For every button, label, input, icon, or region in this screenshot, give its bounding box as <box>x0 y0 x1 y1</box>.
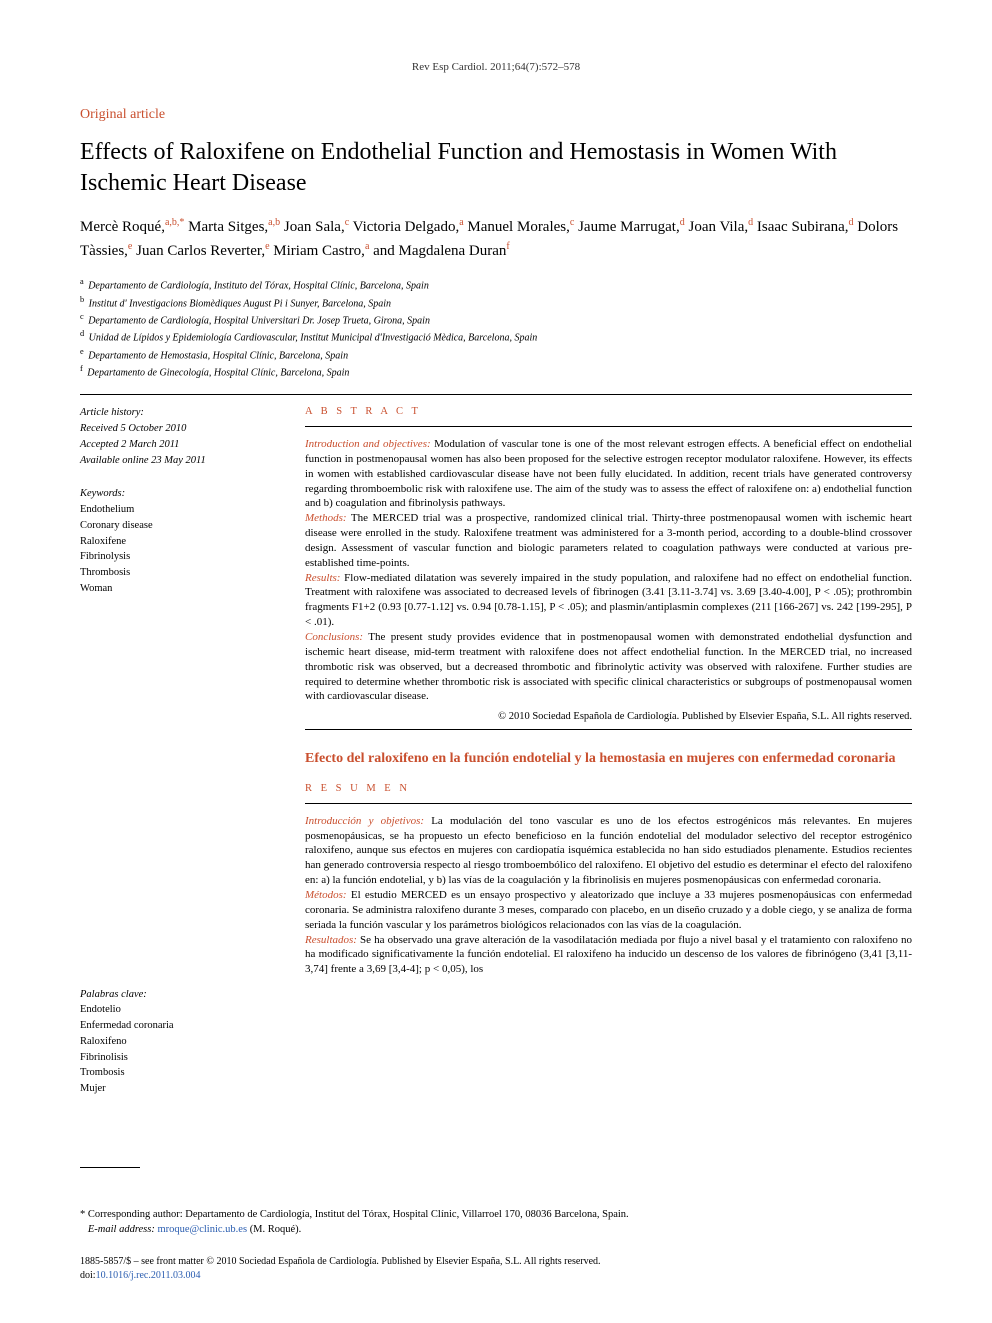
corresponding-author: * Corresponding author: Departamento de … <box>80 1208 912 1237</box>
article-title: Effects of Raloxifene on Endothelial Fun… <box>80 137 912 199</box>
affiliation-item: a Departamento de Cardiología, Instituto… <box>80 276 912 293</box>
keyword-item: Endotelio <box>80 1002 275 1018</box>
affiliation-item: e Departamento de Hemostasia, Hospital C… <box>80 346 912 363</box>
corresponding-text: Corresponding author: Departamento de Ca… <box>85 1209 628 1220</box>
abstract: A B S T R A C T Introduction and objecti… <box>305 405 912 730</box>
keyword-item: Coronary disease <box>80 518 275 534</box>
keyword-item: Woman <box>80 581 275 597</box>
keywords-en: Keywords: EndotheliumCoronary diseaseRal… <box>80 486 275 596</box>
resumen-methods-lead: Métodos: <box>305 889 347 901</box>
keyword-item: Raloxifene <box>80 534 275 550</box>
abstract-copyright: © 2010 Sociedad Española de Cardiología.… <box>305 710 912 725</box>
resumen-results-lead: Resultados: <box>305 934 357 946</box>
corresponding-email-link[interactable]: mroque@clinic.ub.es <box>157 1224 247 1235</box>
keyword-item: Thrombosis <box>80 565 275 581</box>
journal-reference: Rev Esp Cardiol. 2011;64(7):572–578 <box>80 60 912 75</box>
keywords-es: Palabras clave: EndotelioEnfermedad coro… <box>80 987 275 1097</box>
keyword-item: Enfermedad coronaria <box>80 1018 275 1034</box>
keywords-heading: Keywords: <box>80 486 275 502</box>
abstract-conclusions: The present study provides evidence that… <box>305 631 912 702</box>
doi-link[interactable]: 10.1016/j.rec.2011.03.004 <box>96 1270 201 1281</box>
affiliation-item: c Departamento de Cardiología, Hospital … <box>80 311 912 328</box>
keywords-heading-es: Palabras clave: <box>80 987 275 1003</box>
abstract-intro-lead: Introduction and objectives: <box>305 438 431 450</box>
abstract-methods: The MERCED trial was a prospective, rand… <box>305 512 912 569</box>
article-type: Original article <box>80 105 912 125</box>
footnote-rule <box>80 1167 140 1168</box>
keyword-item: Endothelium <box>80 502 275 518</box>
affiliation-item: d Unidad de Lípidos y Epidemiología Card… <box>80 328 912 345</box>
keyword-item: Fibrinolysis <box>80 549 275 565</box>
email-label: E-mail address: <box>88 1224 158 1235</box>
affiliation-item: f Departamento de Ginecología, Hospital … <box>80 363 912 380</box>
history-online: Available online 23 May 2011 <box>80 453 275 469</box>
article-history: Article history: Received 5 October 2010… <box>80 405 275 468</box>
abstract-conclusions-lead: Conclusions: <box>305 631 363 643</box>
history-received: Received 5 October 2010 <box>80 421 275 437</box>
spanish-title: Efecto del raloxifeno en la función endo… <box>305 750 912 768</box>
abstract-methods-lead: Methods: <box>305 512 347 524</box>
keyword-item: Mujer <box>80 1081 275 1097</box>
issn-block: 1885-5857/$ – see front matter © 2010 So… <box>80 1255 912 1283</box>
corresponding-email-suffix: (M. Roqué). <box>247 1224 301 1235</box>
affiliations: a Departamento de Cardiología, Instituto… <box>80 276 912 380</box>
keyword-item: Raloxifeno <box>80 1034 275 1050</box>
resumen-intro-lead: Introducción y objetivos: <box>305 815 424 827</box>
keyword-item: Trombosis <box>80 1065 275 1081</box>
affiliation-item: b Institut d' Investigacions Biomèdiques… <box>80 294 912 311</box>
resumen: R E S U M E N Introducción y objetivos: … <box>305 782 912 977</box>
issn-text: 1885-5857/$ – see front matter © 2010 So… <box>80 1256 601 1267</box>
history-heading: Article history: <box>80 405 275 421</box>
abstract-results-lead: Results: <box>305 572 340 584</box>
abstract-results: Flow-mediated dilatation was severely im… <box>305 572 912 629</box>
keyword-item: Fibrinolisis <box>80 1050 275 1066</box>
author-list: Mercè Roqué,a,b,* Marta Sitges,a,b Joan … <box>80 215 912 262</box>
resumen-results: Se ha observado una grave alteración de … <box>305 934 912 976</box>
resumen-label: R E S U M E N <box>305 782 912 797</box>
abstract-label: A B S T R A C T <box>305 405 912 420</box>
history-accepted: Accepted 2 March 2011 <box>80 437 275 453</box>
divider <box>80 394 912 395</box>
resumen-methods: El estudio MERCED es un ensayo prospecti… <box>305 889 912 931</box>
doi-label: doi: <box>80 1270 96 1281</box>
